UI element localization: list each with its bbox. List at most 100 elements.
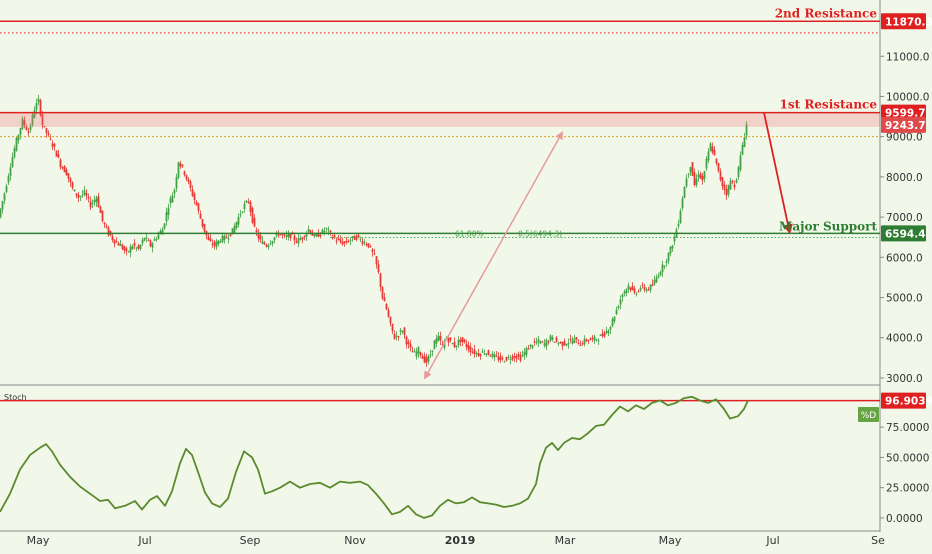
candle-body [625, 289, 628, 294]
candle-body [433, 340, 436, 350]
candle-body [103, 222, 106, 225]
candle-body [685, 178, 688, 187]
candle-body [529, 344, 532, 347]
candle-body [241, 211, 244, 213]
candle-body [669, 246, 672, 254]
candle-body [223, 235, 226, 241]
candle-body [123, 246, 126, 251]
candle-body [369, 246, 372, 248]
candle-body [355, 236, 358, 240]
candle-body [357, 234, 360, 238]
y-tick-label: 11000.0 [886, 51, 929, 63]
candle-body [5, 185, 8, 193]
candle-body [25, 126, 28, 131]
candle-body [347, 241, 350, 243]
x-tick-label: Nov [344, 534, 366, 547]
candle-body [255, 230, 258, 233]
candle-body [739, 155, 742, 170]
candle-body [523, 351, 526, 356]
candle-body [175, 176, 178, 189]
candle-body [313, 234, 316, 237]
candle-body [217, 240, 220, 245]
candle-body [455, 345, 458, 347]
y-tick-label: 8000.0 [886, 172, 923, 184]
candle-body [561, 341, 564, 347]
candle-body [575, 337, 578, 340]
candle-body [251, 207, 254, 223]
candle-body [421, 356, 424, 359]
candle-body [33, 110, 36, 118]
candle-body [233, 226, 236, 233]
candle-body [163, 223, 166, 229]
candle-body [567, 343, 570, 345]
candle-body [197, 203, 200, 211]
candle-body [249, 201, 252, 212]
candle-body [743, 137, 746, 148]
candle-body [505, 357, 508, 361]
candle-body [191, 189, 194, 196]
candle-body [453, 341, 456, 348]
osc-value-tag-value: 96.9039 [885, 396, 932, 408]
resistance-zone-low-tag-value: 9243.7 [885, 120, 926, 132]
candle-body [371, 249, 374, 253]
candle-body [69, 178, 72, 183]
candle-body [535, 342, 538, 344]
y-tick-label: 5000.0 [886, 293, 923, 305]
candle-body [503, 361, 506, 363]
candle-body [555, 337, 558, 342]
candle-body [373, 253, 376, 255]
osc-value-tag-bg [881, 392, 926, 409]
candle-body [141, 239, 144, 244]
candle-body [479, 353, 482, 356]
candle-body [121, 245, 124, 250]
candle-body [281, 233, 284, 236]
second-resistance-label: 2nd Resistance [775, 6, 878, 20]
candle-body [729, 180, 732, 190]
candle-body [629, 287, 632, 291]
candle-body [49, 138, 52, 140]
candle-body [325, 228, 328, 230]
candle-body [195, 201, 198, 206]
candle-body [185, 175, 188, 180]
candle-body [539, 341, 542, 344]
osc-value-tag: 96.9039 [881, 392, 932, 409]
candle-body [319, 234, 322, 236]
resistance-zone [0, 112, 880, 127]
candle-body [731, 180, 734, 182]
candle-body [259, 235, 262, 240]
candle-body [623, 291, 626, 294]
candle-body [707, 151, 710, 161]
major-support-tag-value: 6594.4 [885, 228, 926, 240]
candle-body [321, 229, 324, 234]
candle-body [211, 243, 214, 245]
candle-body [647, 289, 650, 291]
second-resistance-tag: 11870.3 [881, 13, 932, 30]
candle-body [663, 266, 666, 268]
candle-body [159, 230, 162, 235]
candle-body [477, 353, 480, 356]
resistance-zone-low-tag-bg [881, 116, 926, 133]
candle-body [79, 196, 82, 198]
candle-body [621, 294, 624, 298]
x-tick-label: Jul [765, 534, 779, 547]
candle-body [423, 355, 426, 363]
candle-body [377, 264, 380, 273]
candle-body [569, 339, 572, 341]
candle-body [465, 343, 468, 348]
candle-body [63, 165, 66, 173]
candle-body [563, 341, 566, 346]
candle-body [237, 216, 240, 225]
candle-body [549, 335, 552, 341]
candle-body [315, 233, 318, 237]
y-tick-label: 4000.0 [886, 333, 923, 345]
candle-body [61, 167, 64, 169]
candle-body [427, 355, 430, 362]
y-tick-label: 3000.0 [886, 373, 923, 385]
candle-body [89, 201, 92, 208]
candle-body [127, 251, 130, 253]
candle-body [71, 182, 74, 189]
candle-body [667, 252, 670, 262]
candle-body [645, 289, 648, 291]
candle-body [397, 336, 400, 338]
